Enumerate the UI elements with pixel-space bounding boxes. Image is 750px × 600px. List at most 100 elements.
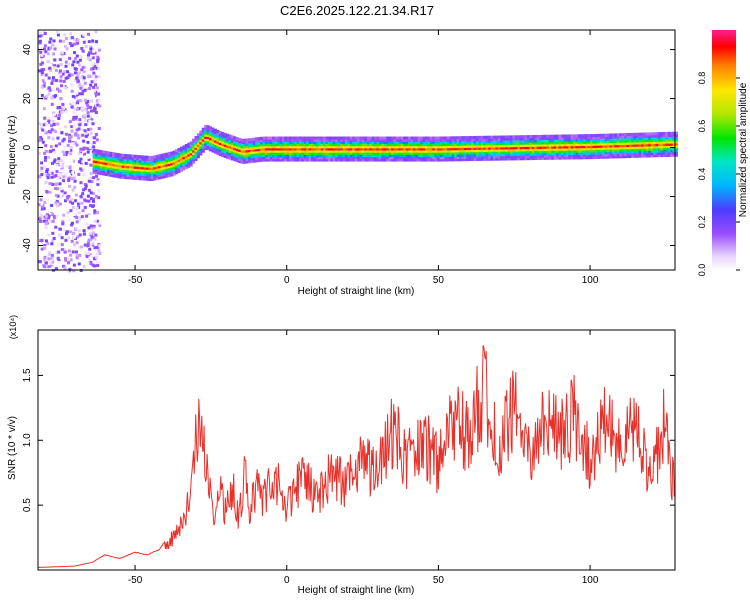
heatmap-cell: [633, 154, 637, 158]
heatmap-cell: [471, 144, 475, 148]
heatmap-cell: [354, 136, 358, 140]
heatmap-cell: [335, 138, 339, 142]
heatmap-cell: [74, 245, 78, 249]
heatmap-cell: [393, 156, 397, 160]
heatmap-cell: [82, 76, 86, 80]
heatmap-cell: [531, 135, 535, 139]
heatmap-cell: [85, 264, 89, 268]
heatmap-cell: [340, 138, 344, 142]
heatmap-cell: [306, 145, 310, 149]
heatmap-cell: [52, 39, 56, 43]
heatmap-cell: [76, 235, 80, 239]
heatmap-cell: [454, 151, 458, 155]
heatmap-cell: [670, 138, 674, 142]
heatmap-cell: [526, 146, 530, 150]
heatmap-cell: [665, 136, 669, 140]
heatmap-cell: [114, 159, 118, 163]
heatmap-cell: [505, 142, 509, 146]
heatmap-cell: [563, 156, 567, 160]
heatmap-cell: [90, 226, 94, 230]
heatmap-cell: [50, 161, 54, 165]
heatmap-cell: [335, 136, 339, 140]
heatmap-cell: [131, 176, 135, 180]
heatmap-cell: [466, 147, 470, 151]
heatmap-cell: [391, 145, 395, 149]
heatmap-cell: [347, 140, 351, 144]
heatmap-cell: [517, 155, 521, 159]
heatmap-cell: [95, 62, 99, 66]
heatmap-cell: [524, 148, 528, 152]
heatmap-cell: [432, 143, 436, 147]
heatmap-cell: [573, 156, 577, 160]
heatmap-cell: [454, 138, 458, 142]
heatmap-cell: [342, 158, 346, 162]
heatmap-cell: [638, 150, 642, 154]
heatmap-cell: [131, 167, 135, 171]
heatmap-cell: [395, 140, 399, 144]
heatmap-cell: [347, 156, 351, 160]
heatmap-cell: [158, 176, 162, 180]
heatmap-cell: [179, 159, 183, 163]
heatmap-cell: [50, 175, 54, 179]
heatmap-cell: [590, 153, 594, 157]
heatmap-cell: [255, 150, 259, 154]
heatmap-cell: [291, 140, 295, 144]
heatmap-cell: [386, 156, 390, 160]
heatmap-cell: [95, 37, 99, 41]
heatmap-cell: [121, 153, 125, 157]
heatmap-cell: [84, 184, 88, 188]
heatmap-cell: [116, 175, 120, 179]
heatmap-cell: [619, 146, 623, 150]
heatmap-cell: [463, 151, 467, 155]
heatmap-cell: [155, 168, 159, 172]
heatmap-cell: [79, 147, 83, 151]
heatmap-cell: [58, 127, 62, 131]
heatmap-cell: [590, 134, 594, 138]
heatmap-cell: [92, 162, 96, 165]
heatmap-cell: [619, 142, 623, 146]
heatmap-cell: [529, 135, 533, 139]
heatmap-cell: [46, 132, 50, 136]
heatmap-cell: [636, 132, 640, 136]
heatmap-cell: [590, 149, 594, 153]
heatmap-cell: [653, 141, 657, 145]
heatmap-cell: [74, 56, 78, 60]
heatmap-cell: [182, 160, 186, 164]
heatmap-cell: [495, 151, 499, 155]
heatmap-cell: [84, 161, 88, 165]
heatmap-cell: [524, 141, 528, 145]
heatmap-cell: [665, 142, 669, 146]
heatmap-cell: [461, 138, 465, 142]
heatmap-cell: [291, 158, 295, 162]
heatmap-cell: [238, 157, 242, 161]
heatmap-cell: [597, 142, 601, 146]
heatmap-cell: [240, 140, 244, 144]
heatmap-cell: [315, 145, 319, 149]
heatmap-cell: [277, 145, 281, 149]
heatmap-cell: [519, 152, 523, 156]
heatmap-cell: [325, 158, 329, 162]
heatmap-cell: [560, 154, 564, 158]
heatmap-cell: [505, 153, 509, 157]
heatmap-cell: [296, 154, 300, 158]
heatmap-cell: [240, 154, 244, 158]
heatmap-cell: [476, 142, 480, 146]
heatmap-cell: [114, 170, 118, 174]
heatmap-cell: [284, 136, 288, 140]
heatmap-cell: [570, 156, 574, 160]
heatmap-cell: [40, 238, 44, 242]
heatmap-cell: [262, 154, 266, 158]
heatmap-cell: [107, 166, 111, 170]
heatmap-cell: [570, 154, 574, 158]
heatmap-cell: [507, 155, 511, 159]
heatmap-cell: [56, 166, 60, 170]
heatmap-cell: [366, 145, 370, 149]
heatmap-cell: [442, 154, 446, 158]
heatmap-cell: [361, 151, 365, 155]
heatmap-cell: [53, 150, 57, 154]
heatmap-cell: [87, 188, 91, 192]
heatmap-cell: [628, 143, 632, 147]
heatmap-cell: [417, 156, 421, 160]
heatmap-cell: [97, 67, 101, 71]
heatmap-cell: [422, 156, 426, 160]
